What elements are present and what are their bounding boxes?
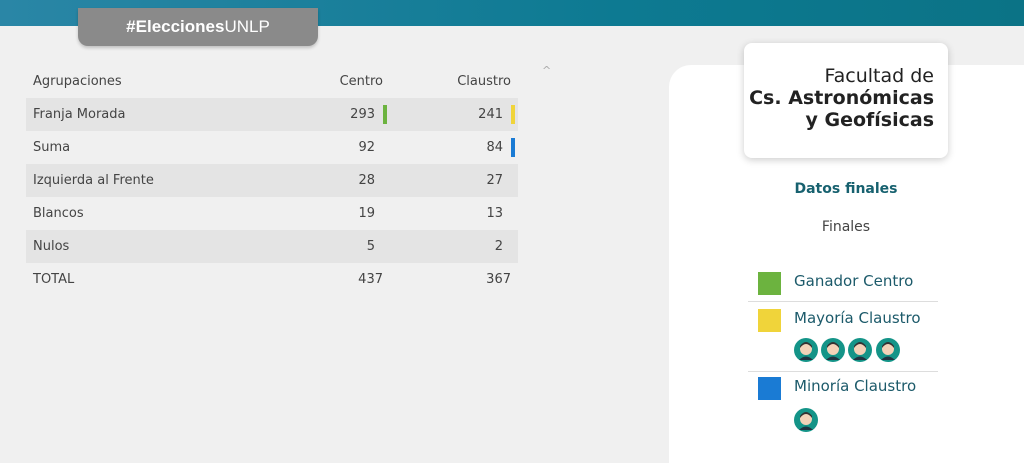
sort-icon[interactable]: ^ <box>542 64 552 77</box>
indicator <box>511 105 515 124</box>
cell: 19 <box>358 206 375 221</box>
column-header: Agrupaciones <box>33 74 122 89</box>
legend-label: Minoría Claustro <box>794 377 917 395</box>
cell: Franja Morada <box>33 107 126 122</box>
table-row: Franja Morada 293 241 <box>26 98 518 131</box>
avatar-icon <box>821 338 845 366</box>
legend-item: Minoría Claustro <box>758 377 917 400</box>
cell: 28 <box>358 173 375 188</box>
cell: 13 <box>486 206 503 221</box>
cell: Nulos <box>33 239 70 254</box>
column-header: Claustro <box>457 74 511 89</box>
cell: 437 <box>358 272 383 287</box>
cell: Suma <box>33 140 71 155</box>
tag-bold: #Elecciones <box>126 17 225 36</box>
cell: TOTAL <box>33 272 75 287</box>
subtitle: Finales <box>821 219 871 235</box>
faculty-line: Cs. Astronómicas <box>749 87 934 109</box>
table-row: TOTAL 437 367 <box>26 263 518 296</box>
avatar-icon <box>876 338 900 366</box>
cell: 92 <box>358 140 375 155</box>
cell: 5 <box>366 239 375 254</box>
avatar-icon <box>794 408 818 436</box>
legend-label: Mayoría Claustro <box>794 309 921 327</box>
indicator <box>383 105 387 124</box>
indicator <box>511 138 515 157</box>
cell: 241 <box>478 107 503 122</box>
faculty-card: Facultad de Cs. Astronómicas y Geofísica… <box>744 43 948 158</box>
legend-item: Ganador Centro <box>758 272 914 295</box>
table-header[interactable]: Agrupaciones Centro Claustro <box>26 65 518 98</box>
status: Datos finales <box>794 181 898 197</box>
table-row: Blancos 19 13 <box>26 197 518 230</box>
avatar-icon <box>848 338 872 366</box>
avatar-icon <box>794 338 818 366</box>
faculty-line: y Geofísicas <box>805 109 934 131</box>
cell: 84 <box>486 140 503 155</box>
legend-item: Mayoría Claustro <box>758 309 921 332</box>
cell: 367 <box>486 272 511 287</box>
tag-rest: UNLP <box>224 17 270 36</box>
column-header: Centro <box>339 74 383 89</box>
legend-label: Ganador Centro <box>794 272 914 290</box>
cell: 293 <box>350 107 375 122</box>
cell: Izquierda al Frente <box>33 173 154 188</box>
faculty-line: Facultad de <box>824 65 934 87</box>
cell: Blancos <box>33 206 84 221</box>
cell: 2 <box>494 239 503 254</box>
table-row: Nulos 5 2 <box>26 230 518 263</box>
cell: 27 <box>486 173 503 188</box>
table-row: Izquierda al Frente 28 27 <box>26 164 518 197</box>
hashtag-badge: #EleccionesUNLP <box>78 8 318 46</box>
table-row: Suma 92 84 <box>26 131 518 164</box>
separator <box>748 301 938 302</box>
separator <box>748 371 938 372</box>
